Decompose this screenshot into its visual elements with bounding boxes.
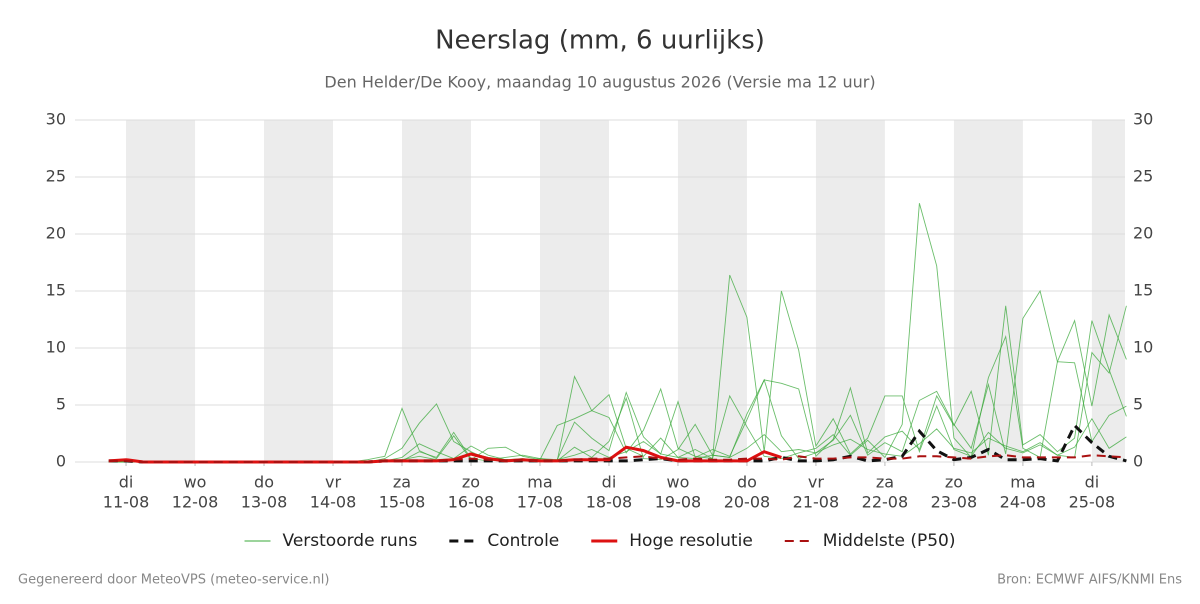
x-tick-label: 20-08 [724, 493, 771, 512]
x-tick-day: za [876, 473, 894, 492]
x-tick-label: 18-08 [586, 493, 633, 512]
x-tick-day: vr [325, 473, 341, 492]
x-tick-day: wo [184, 473, 207, 492]
legend-label: Controle [487, 531, 559, 551]
x-tick-label: 25-08 [1069, 493, 1116, 512]
x-tick-label: 17-08 [517, 493, 564, 512]
footer-right: Bron: ECMWF AIFS/KNMI Ens [997, 573, 1182, 588]
y2-tick-label: 15 [1133, 281, 1153, 300]
x-tick-day: di [119, 473, 134, 492]
x-tick-day: zo [462, 473, 480, 492]
y-tick-label: 10 [46, 338, 66, 357]
chart-subtitle: Den Helder/De Kooy, maandag 10 augustus … [324, 73, 875, 92]
y2-tick-label: 0 [1133, 452, 1143, 471]
x-tick-day: zo [945, 473, 963, 492]
x-tick-label: 15-08 [379, 493, 426, 512]
y2-tick-label: 5 [1133, 395, 1143, 414]
x-tick-day: di [602, 473, 617, 492]
legend-label: Verstoorde runs [283, 531, 418, 551]
chart-title: Neerslag (mm, 6 uurlijks) [435, 26, 765, 56]
x-tick-label: 16-08 [448, 493, 495, 512]
x-tick-label: 14-08 [310, 493, 357, 512]
x-tick-day: ma [1010, 473, 1035, 492]
x-tick-day: di [1085, 473, 1100, 492]
x-tick-label: 12-08 [172, 493, 219, 512]
y2-tick-label: 20 [1133, 224, 1153, 243]
x-tick-day: wo [667, 473, 690, 492]
x-tick-day: do [254, 473, 274, 492]
x-tick-label: 22-08 [862, 493, 909, 512]
y-tick-label: 15 [46, 281, 66, 300]
series-line [108, 454, 1127, 463]
x-tick-label: 19-08 [655, 493, 702, 512]
y2-tick-label: 25 [1133, 167, 1153, 186]
y-tick-label: 25 [46, 167, 66, 186]
legend: Verstoorde runs Controle Hoge resolutie Mid… [244, 531, 956, 551]
y2-tick-label: 30 [1133, 110, 1153, 129]
x-tick-label: 24-08 [1000, 493, 1047, 512]
x-tick-day: do [737, 473, 757, 492]
x-tick-label: 11-08 [103, 493, 150, 512]
x-tick-day: vr [808, 473, 824, 492]
x-tick-day: ma [527, 473, 552, 492]
y2-tick-label: 10 [1133, 338, 1153, 357]
x-tick-label: 21-08 [793, 493, 840, 512]
legend-label: Hoge resolutie [629, 531, 753, 551]
legend-label: Middelste (P50) [823, 531, 956, 551]
x-tick-label: 13-08 [241, 493, 288, 512]
y-tick-label: 5 [56, 395, 66, 414]
footer-left: Gegenereerd door MeteoVPS (meteo-service… [18, 573, 329, 588]
x-tick-label: 23-08 [931, 493, 978, 512]
x-tick-day: za [393, 473, 411, 492]
y-tick-label: 0 [56, 452, 66, 471]
y-tick-label: 20 [46, 224, 66, 243]
y-tick-label: 30 [46, 110, 66, 129]
